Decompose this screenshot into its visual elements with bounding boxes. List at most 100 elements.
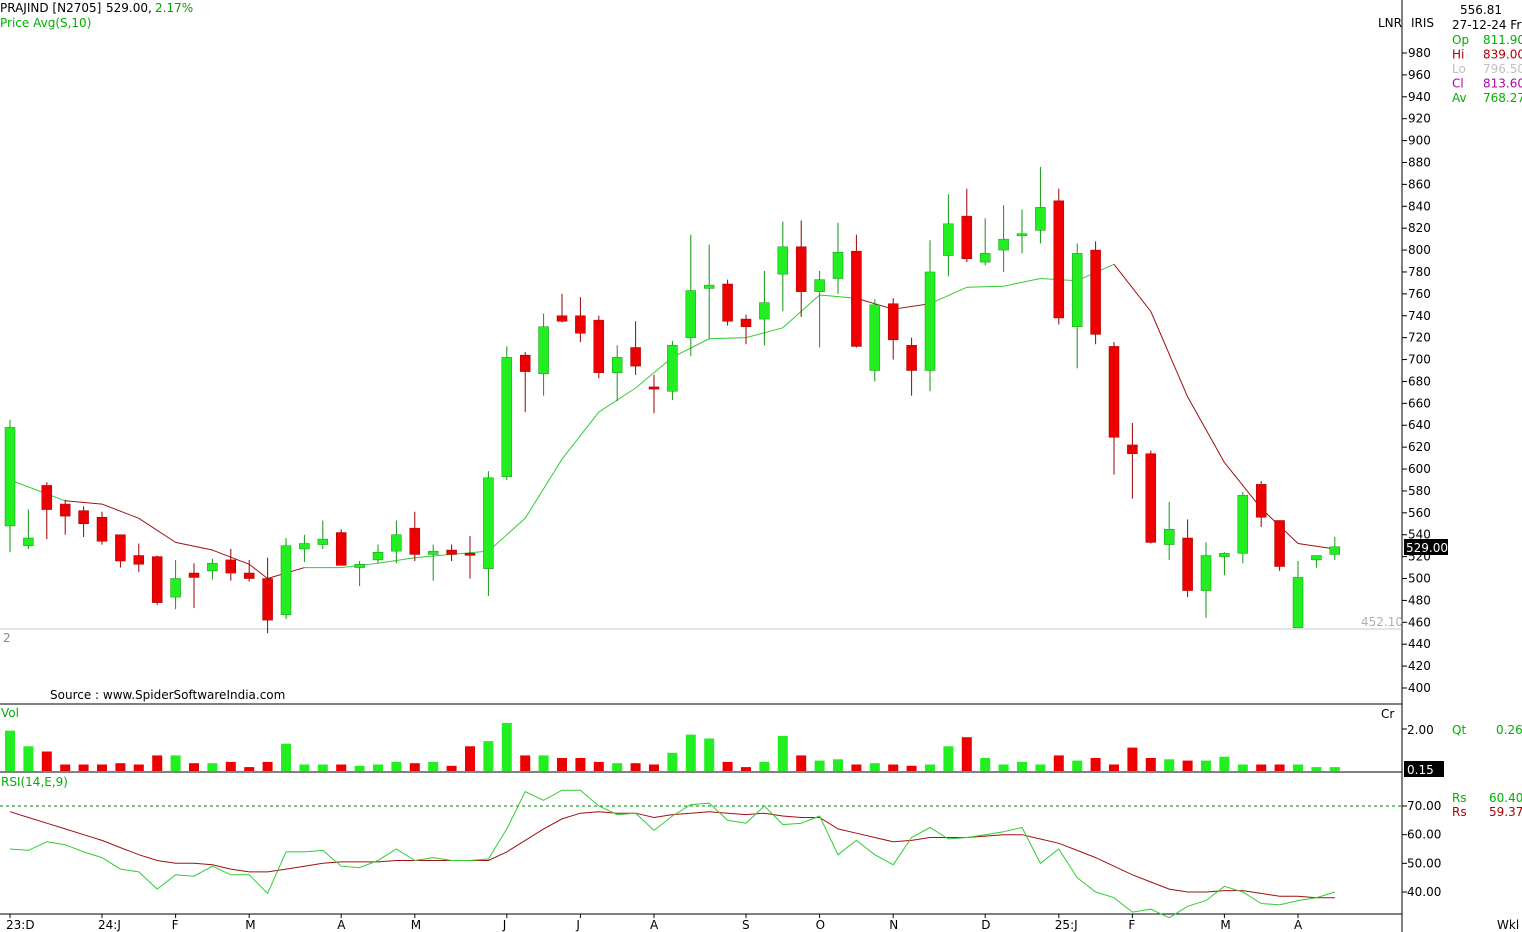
sma-segment (1297, 542, 1335, 550)
candle-up (924, 271, 936, 371)
rsi-tick-label: 60.00 (1407, 828, 1441, 842)
candle-up (1292, 577, 1304, 629)
candle-down (648, 386, 660, 390)
pane-number: 2 (3, 631, 11, 645)
y-tick-label: 880 (1408, 155, 1431, 169)
volume-bar (575, 758, 586, 771)
volume-bar (1035, 764, 1046, 771)
volume-bar (1127, 747, 1138, 771)
y-tick-label: 680 (1408, 374, 1431, 388)
x-tick-label: 23:D (6, 918, 35, 932)
candle-down (1127, 444, 1138, 454)
info-price: 556.81 (1460, 3, 1502, 17)
x-tick-label: J (502, 918, 507, 932)
candle-down (409, 527, 421, 555)
x-tick-label: F (172, 918, 179, 932)
volume-bar (1053, 755, 1064, 771)
sma-segment (561, 411, 600, 460)
candle-down (556, 315, 568, 322)
sma-segment (929, 286, 968, 305)
volume-bar (1164, 759, 1175, 771)
volume-bar (667, 752, 678, 771)
candle-up (667, 345, 678, 392)
info-value-av: 768.27 (1483, 91, 1522, 105)
x-tick-label: A (1294, 918, 1303, 932)
volume-bar (501, 722, 512, 771)
y-tick-label: 600 (1408, 462, 1431, 476)
y-tick-label: 860 (1408, 177, 1431, 191)
volume-bar (189, 763, 199, 771)
sma-segment (524, 458, 563, 519)
low-marker-label: 452.10 (1361, 615, 1403, 629)
volume-bar (354, 765, 365, 771)
y-tick-label: 400 (1408, 681, 1431, 695)
info-label-hi: Hi (1452, 48, 1464, 62)
candle-down (961, 215, 973, 260)
candle-up (1163, 529, 1175, 545)
candle-up (943, 223, 954, 256)
candle-up (391, 534, 402, 552)
symbol-label: PRAJIND [N2705] (0, 1, 101, 15)
y-tick-label: 660 (1408, 396, 1431, 410)
sma-segment (1150, 311, 1189, 397)
y-tick-label: 420 (1408, 659, 1431, 673)
info-label-lo: Lo (1452, 62, 1466, 76)
price-tag-box (1404, 539, 1448, 555)
volume-bar (281, 743, 291, 771)
y-tick-label: 980 (1408, 46, 1431, 60)
info-value-cl: 813.60 (1483, 77, 1522, 91)
sma-segment (488, 517, 526, 552)
volume-bar (115, 763, 126, 771)
volume-bar (612, 763, 623, 771)
candle-up (998, 238, 1009, 251)
volume-bar (299, 764, 310, 771)
volume-tag-box (1404, 761, 1444, 777)
candle-up (832, 252, 844, 279)
volume-bar (41, 751, 52, 771)
y-tick-label: 960 (1408, 68, 1431, 82)
period-label[interactable]: Wkl (1497, 918, 1519, 932)
candle-up (777, 246, 789, 275)
volume-bar (207, 763, 218, 771)
volume-bar (925, 764, 935, 771)
volume-current-tag: 0.15 (1407, 763, 1434, 777)
y-tick-label: 640 (1408, 418, 1431, 432)
sma-segment (893, 303, 931, 310)
volume-bar (1109, 764, 1119, 771)
candle-up (483, 477, 494, 569)
x-tick-label: A (650, 918, 659, 932)
y-tick-label: 580 (1408, 484, 1431, 498)
candle-down (225, 559, 237, 574)
last-price: 529.00, (106, 1, 152, 15)
candle-up (4, 427, 16, 527)
rsi-tick-label: 70.00 (1407, 799, 1441, 813)
candle-up (1237, 495, 1249, 554)
candles-layer (4, 166, 1341, 634)
x-tick-label: M (245, 918, 255, 932)
y-tick-label: 500 (1408, 572, 1431, 586)
x-tick-label: N (889, 918, 898, 932)
iris-toggle[interactable]: IRIS (1411, 16, 1434, 30)
rsi-y-axis: 40.00 50.00 60.00 70.00 (1402, 799, 1441, 899)
volume-unit: Cr (1381, 707, 1394, 721)
volume-bar (538, 755, 549, 771)
volume-bar (593, 761, 604, 771)
y-tick-label: 900 (1408, 134, 1431, 148)
info-value-hi: 839.00 (1483, 48, 1522, 62)
rsi-tick-label: 50.00 (1407, 856, 1441, 870)
volume-bar (262, 761, 273, 771)
volume-bar (373, 764, 383, 771)
sma-segment (709, 337, 747, 340)
sma-segment (1187, 396, 1225, 463)
candle-down (96, 516, 108, 542)
rsi-line (9, 789, 1335, 919)
volume-bar (961, 737, 972, 771)
volume-bar (317, 764, 328, 771)
candle-down (906, 345, 917, 371)
candle-up (501, 357, 513, 477)
lnr-toggle[interactable]: LNR (1378, 16, 1402, 30)
y-tick-label: 820 (1408, 221, 1431, 235)
volume-bar (60, 764, 71, 771)
candle-down (1182, 537, 1193, 591)
